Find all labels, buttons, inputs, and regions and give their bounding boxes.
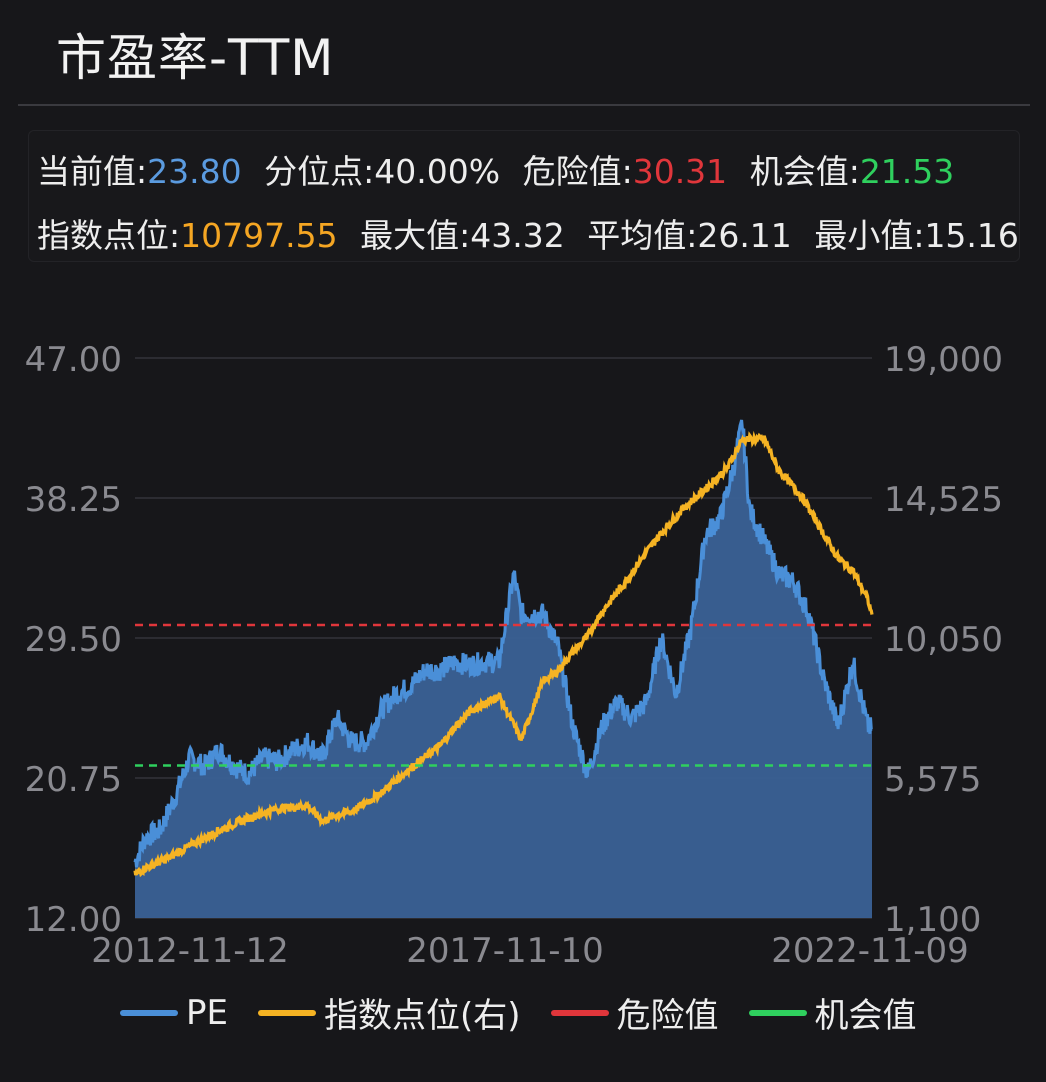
stat-chance: 机会值:21.53 <box>750 152 955 191</box>
stat-danger-label: 危险值: <box>522 152 633 191</box>
legend-label-danger: 危险值 <box>616 996 719 1036</box>
pe-line <box>133 419 873 868</box>
stat-index: 指数点位:10797.55 <box>37 216 338 255</box>
stat-min-label: 最小值: <box>814 216 925 255</box>
y-tick-label-right: 5,575 <box>884 760 981 800</box>
stat-min-value: 15.16 <box>924 216 1019 255</box>
stat-danger-value: 30.31 <box>632 152 728 191</box>
pe-area <box>135 420 872 918</box>
stat-percentile-label: 分位点: <box>264 152 375 191</box>
legend-item-pe[interactable]: PE <box>120 993 228 1033</box>
legend-swatch-index <box>258 1009 316 1016</box>
page-title: 市盈率-TTM <box>56 29 335 87</box>
stat-chance-label: 机会值: <box>749 152 860 191</box>
legend-label-index: 指数点位(右) <box>324 996 521 1036</box>
x-tick-label: 2022-11-09 <box>771 931 969 971</box>
y-tick-label-left: 38.25 <box>25 480 122 520</box>
stat-max-label: 最大值: <box>360 216 471 255</box>
legend-swatch-pe <box>120 1009 178 1016</box>
stat-avg-label: 平均值: <box>587 216 698 255</box>
legend-swatch-danger <box>550 1009 609 1016</box>
index-line <box>133 430 874 878</box>
x-tick-label: 2017-11-10 <box>406 931 604 971</box>
legend-item-danger[interactable]: 危险值 <box>550 988 719 1037</box>
stat-avg-value: 26.11 <box>697 216 792 255</box>
legend-label-chance: 机会值 <box>814 996 917 1036</box>
stat-max-value: 43.32 <box>470 216 565 255</box>
y-tick-label-left: 47.00 <box>25 340 122 380</box>
legend-swatch-chance <box>748 1009 807 1016</box>
y-tick-label-left: 12.00 <box>25 900 122 940</box>
chart-legend: PE 指数点位(右) 危险值 机会值 <box>120 988 947 1037</box>
stats-row-2: 指数点位:10797.55 最大值:43.32 平均值:26.11 最小值:15… <box>37 209 1031 257</box>
legend-label-pe: PE <box>186 992 228 1033</box>
y-tick-label-right: 1,100 <box>884 900 981 940</box>
y-tick-label-right: 10,050 <box>884 620 1003 660</box>
stat-avg: 平均值:26.11 <box>587 216 792 255</box>
stat-chance-value: 21.53 <box>859 152 955 191</box>
pe-chart: 47.00 19,000 38.25 14,525 29.50 10,050 20.75 5,… <box>25 340 1003 971</box>
stat-percentile-value: 40.00% <box>374 152 501 191</box>
y-tick-label-left: 20.75 <box>25 760 122 800</box>
stat-index-label: 指数点位: <box>37 216 181 255</box>
stat-current-label: 当前值: <box>37 152 148 191</box>
y-tick-label-right: 14,525 <box>884 480 1003 520</box>
stat-index-value: 10797.55 <box>180 216 338 255</box>
stat-min: 最小值:15.16 <box>814 216 1019 255</box>
stat-current: 当前值:23.80 <box>37 152 242 191</box>
legend-item-chance[interactable]: 机会值 <box>748 988 917 1037</box>
stat-max: 最大值:43.32 <box>360 216 565 255</box>
stat-percentile: 分位点:40.00% <box>264 152 500 191</box>
legend-item-index[interactable]: 指数点位(右) <box>258 988 521 1037</box>
stat-danger: 危险值:30.31 <box>523 152 728 191</box>
x-tick-label: 2012-11-12 <box>91 931 289 971</box>
header-divider <box>18 104 1030 106</box>
y-tick-label-right: 19,000 <box>884 340 1003 380</box>
stat-current-value: 23.80 <box>147 152 242 191</box>
y-tick-label-left: 29.50 <box>25 620 122 660</box>
stats-panel: 当前值:23.80 分位点:40.00% 危险值:30.31 机会值:21.53… <box>28 130 1020 262</box>
stats-row-1: 当前值:23.80 分位点:40.00% 危险值:30.31 机会值:21.53 <box>37 145 966 193</box>
